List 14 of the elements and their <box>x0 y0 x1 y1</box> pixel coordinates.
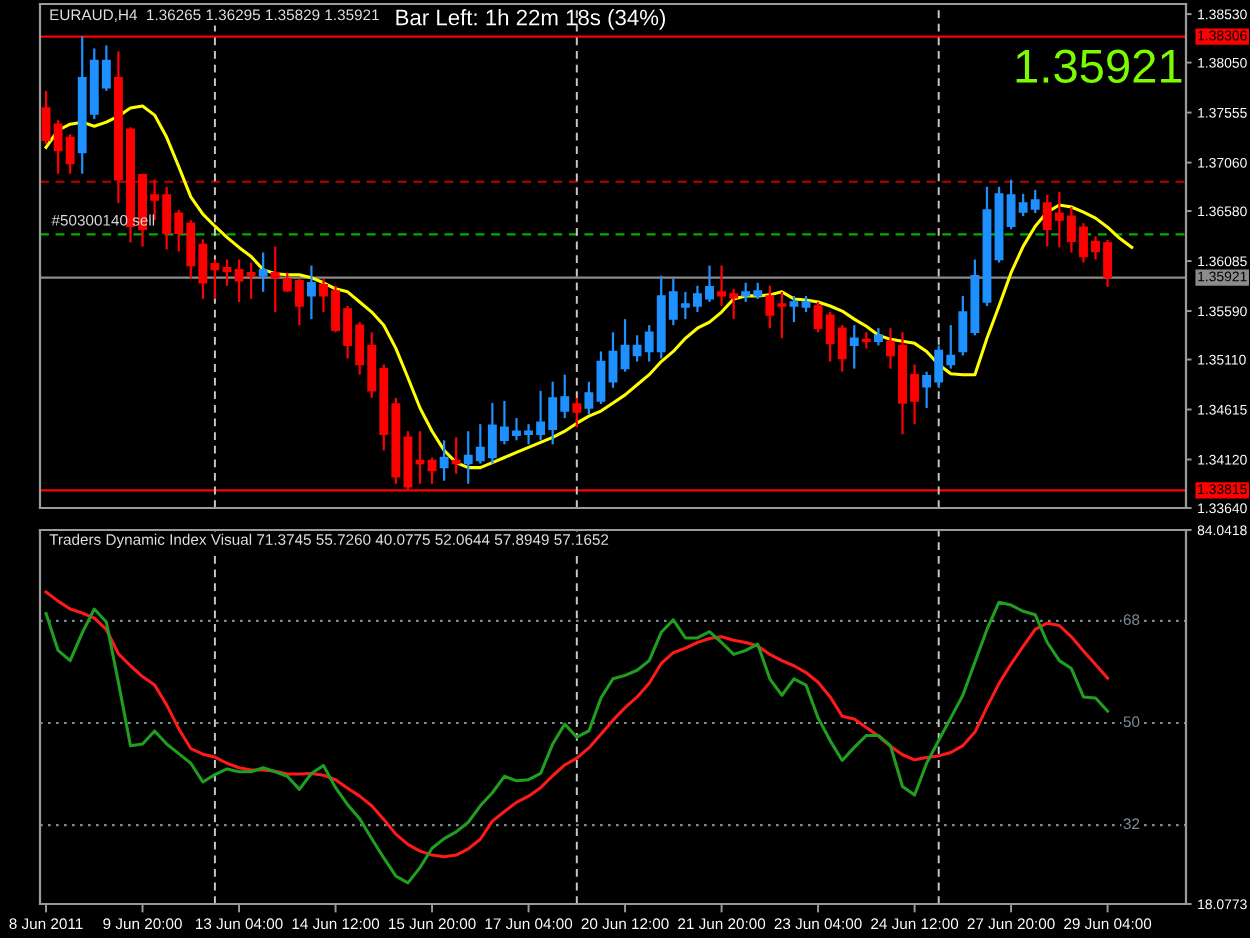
candlestick <box>849 324 859 370</box>
annotation: Bar Left: 1h 22m 18s (34%) <box>396 9 665 30</box>
candlestick <box>270 245 280 314</box>
candlestick <box>789 294 799 324</box>
candlestick <box>451 436 461 475</box>
candlestick <box>246 261 256 301</box>
candlestick <box>584 380 594 416</box>
annotation: 1.35921 <box>1016 49 1182 84</box>
candlestick <box>306 264 316 321</box>
candlestick <box>596 350 606 406</box>
candlestick <box>439 439 449 482</box>
candlestick <box>41 89 51 146</box>
line-series <box>44 104 1134 470</box>
candlestick <box>258 251 268 293</box>
